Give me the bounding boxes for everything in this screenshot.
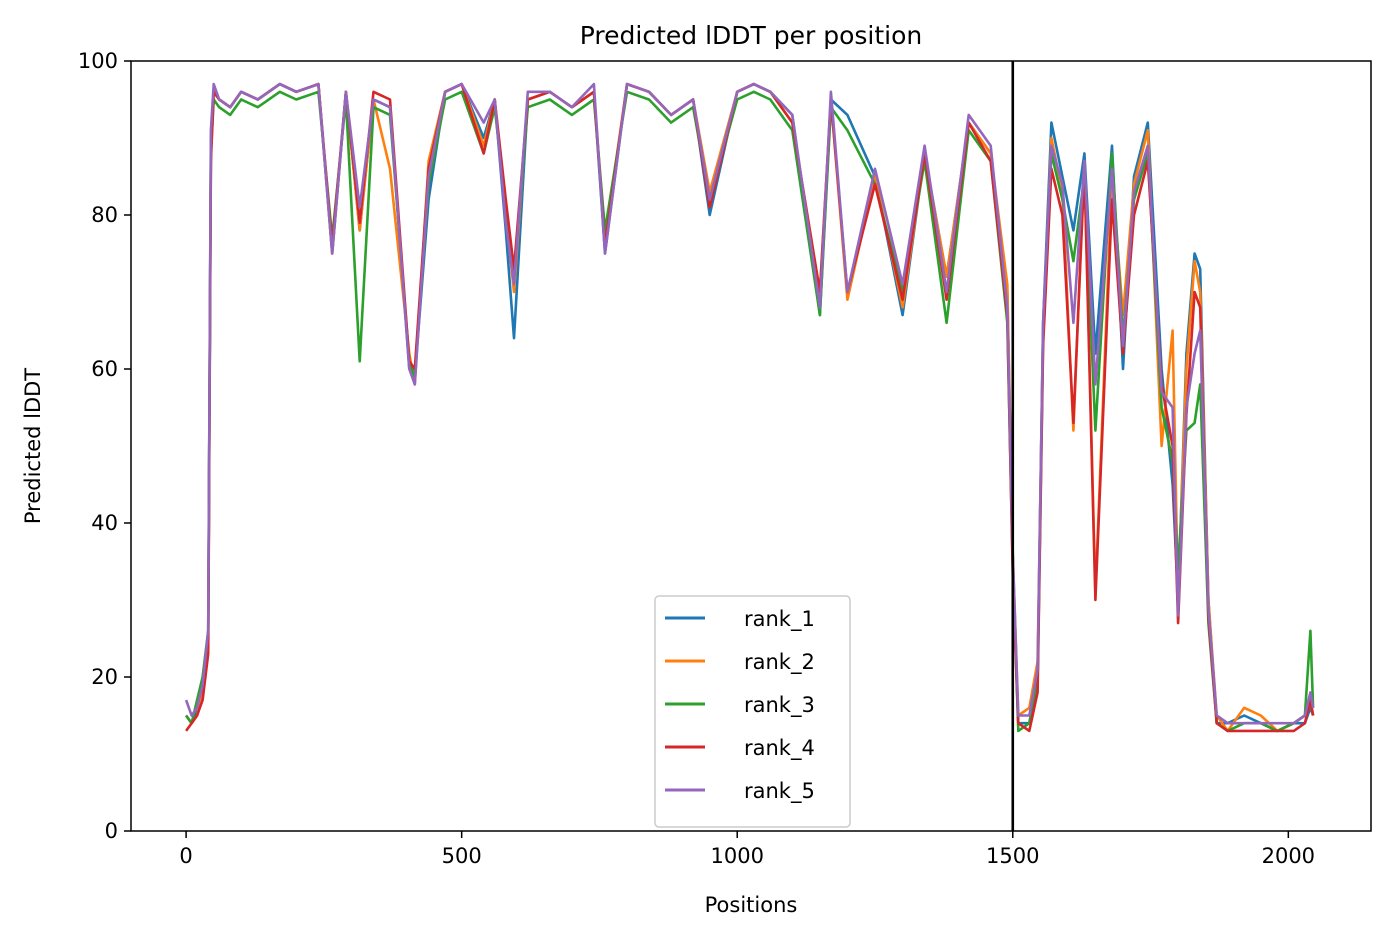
y-axis-title: Predicted lDDT: [21, 368, 45, 524]
legend-label: rank_2: [744, 650, 815, 675]
y-tick-label: 60: [91, 357, 118, 381]
x-tick-label: 500: [442, 844, 482, 868]
y-tick-label: 0: [105, 819, 118, 843]
y-tick-label: 80: [91, 203, 118, 227]
plot-frame: [130, 60, 1372, 832]
y-axis-ticks: 0 20 40 60 80 100: [78, 49, 131, 843]
legend: rank_1 rank_2 rank_3 rank_4 rank_5: [654, 595, 851, 828]
x-tick-label: 0: [179, 844, 192, 868]
legend-label: rank_3: [744, 693, 815, 718]
y-tick-label: 40: [91, 511, 118, 535]
legend-label: rank_1: [744, 607, 815, 632]
y-tick-label: 20: [91, 665, 118, 689]
x-axis-title: Positions: [705, 893, 798, 917]
x-tick-label: 2000: [1262, 844, 1315, 868]
series-lines: [184, 82, 1315, 733]
chart-title: Predicted lDDT per position: [580, 21, 922, 50]
y-tick-label: 100: [78, 49, 118, 73]
legend-label: rank_4: [744, 736, 815, 761]
legend-label: rank_5: [744, 779, 815, 804]
x-axis-ticks: 0 500 1000 1500 2000: [179, 831, 1315, 868]
legend-box: [654, 595, 851, 828]
x-tick-label: 1500: [986, 844, 1039, 868]
series-line-5: [184, 82, 1315, 725]
x-tick-label: 1000: [710, 844, 763, 868]
